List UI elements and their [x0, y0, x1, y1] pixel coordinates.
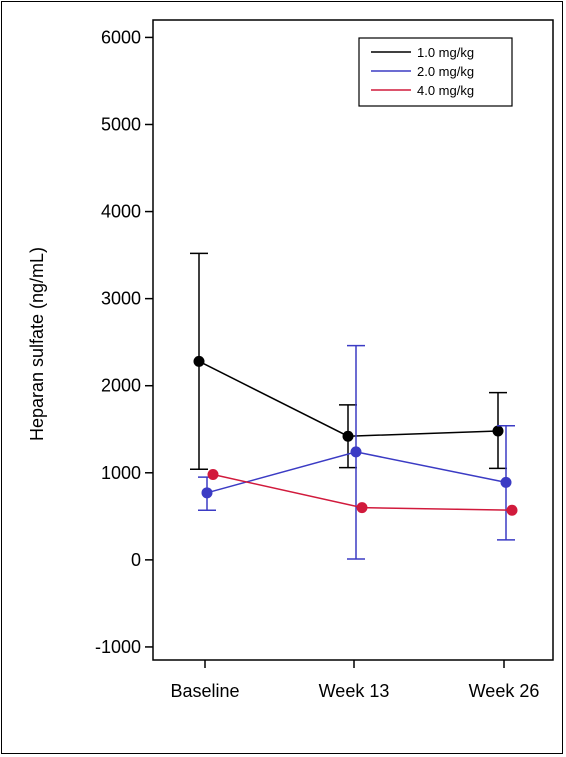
- x-tick-label: Week 26: [469, 681, 540, 701]
- series-layer: [190, 252, 518, 560]
- y-tick-label: 2000: [101, 376, 141, 396]
- y-tick-label: 5000: [101, 114, 141, 134]
- data-point: [207, 469, 219, 481]
- y-tick-label: 1000: [101, 463, 141, 483]
- x-tick-label: Week 13: [319, 681, 390, 701]
- legend-label: 4.0 mg/kg: [417, 83, 474, 98]
- series-1: [190, 252, 507, 471]
- legend: 1.0 mg/kg 2.0 mg/kg 4.0 mg/kg: [358, 37, 513, 107]
- y-tick-label: -1000: [95, 637, 141, 657]
- x-tick-label: Baseline: [170, 681, 239, 701]
- legend-label: 2.0 mg/kg: [417, 64, 474, 79]
- data-point: [201, 487, 213, 499]
- y-tick-label: 3000: [101, 289, 141, 309]
- data-point: [193, 355, 205, 367]
- y-tick-label: 0: [131, 550, 141, 570]
- series-3: [207, 469, 518, 516]
- y-axis-label: Heparan sulfate (ng/mL): [27, 247, 47, 441]
- data-point: [492, 425, 504, 437]
- data-point: [506, 504, 518, 516]
- data-point: [342, 430, 354, 442]
- data-point: [356, 502, 368, 514]
- series-2: [198, 344, 515, 560]
- axes: -1000 0 1000 2000 3000 4000 5000 6000 Baseline We…: [95, 19, 554, 701]
- data-point: [350, 446, 362, 458]
- legend-box: [358, 37, 513, 107]
- y-tick-label: 6000: [101, 27, 141, 47]
- data-point: [500, 476, 512, 488]
- legend-label: 1.0 mg/kg: [417, 45, 474, 60]
- y-tick-label: 4000: [101, 202, 141, 222]
- plot-area-border: [152, 19, 554, 661]
